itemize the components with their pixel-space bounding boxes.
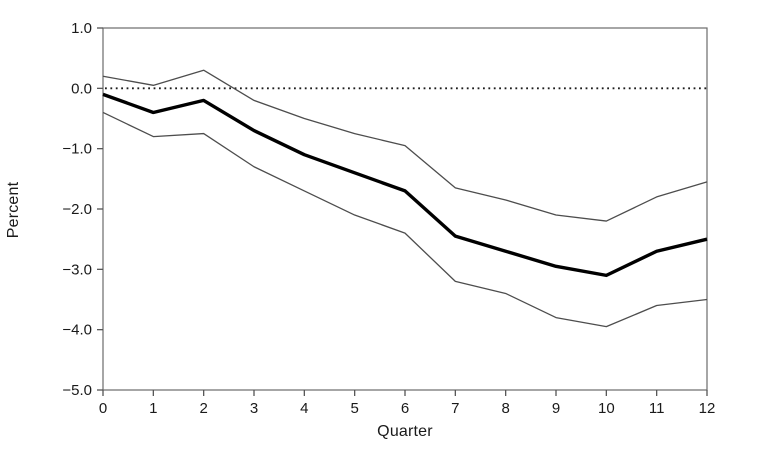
y-axis-tick-label: −1.0 — [62, 141, 92, 158]
x-axis-tick-label: 11 — [649, 400, 665, 417]
y-axis-tick-label: 1.0 — [71, 20, 92, 37]
x-axis-title: Quarter — [377, 423, 433, 440]
x-axis-tick-label: 4 — [300, 400, 308, 417]
x-axis-tick-label: 8 — [501, 400, 509, 417]
x-axis-tick-label: 3 — [250, 400, 258, 417]
y-axis-title: Percent — [5, 181, 22, 239]
x-axis-tick-label: 5 — [350, 400, 358, 417]
series-point-estimate — [102, 92, 708, 278]
x-axis-tick-label: 7 — [451, 400, 459, 417]
x-axis-tick-label: 2 — [199, 400, 207, 417]
y-axis-tick-label: −3.0 — [62, 261, 92, 278]
series-upper-confidence-band — [102, 69, 708, 222]
y-axis-tick-label: −4.0 — [62, 322, 92, 339]
x-axis-tick-label: 10 — [598, 400, 615, 417]
y-axis-tick-label: −5.0 — [62, 382, 92, 399]
series-lower-confidence-band — [102, 111, 708, 328]
x-axis-tick-label: 1 — [149, 400, 157, 417]
x-axis-tick-label: 6 — [401, 400, 409, 417]
x-axis-tick-label: 0 — [99, 400, 107, 417]
plot-frame — [102, 27, 708, 391]
x-axis-tick-label: 9 — [552, 400, 560, 417]
x-axis-tick-label: 12 — [699, 400, 716, 417]
y-axis-tick-label: 0.0 — [71, 80, 92, 97]
y-axis-tick-label: −2.0 — [62, 201, 92, 218]
